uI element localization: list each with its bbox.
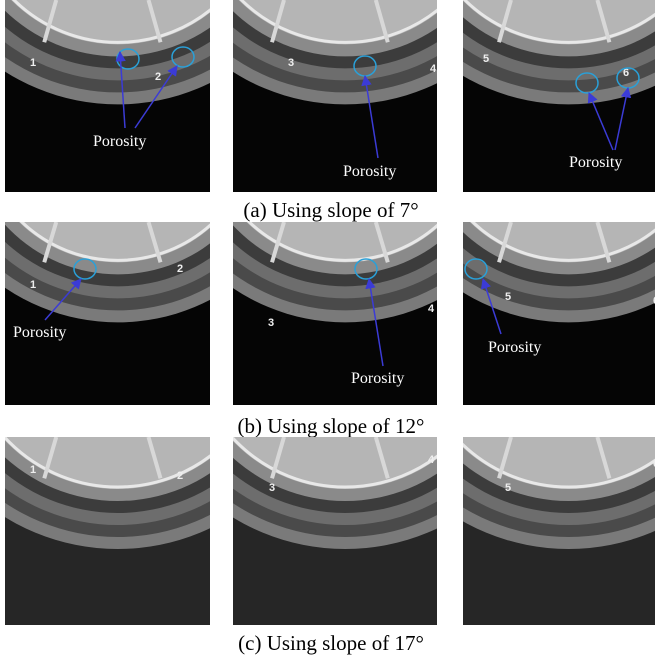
weld-number: 6: [653, 295, 659, 307]
annotation: Porosity: [488, 339, 541, 356]
weld-number: 5: [505, 291, 511, 303]
weld-number: 2: [177, 263, 183, 275]
weld-number: 1: [30, 464, 36, 476]
weld-number: 3: [268, 317, 274, 329]
weld-number: 3: [269, 482, 275, 494]
caption: (c) Using slope of 17°: [238, 631, 424, 655]
caption: (b) Using slope of 12°: [238, 414, 425, 438]
annotation: Porosity: [93, 133, 146, 150]
weld-number: 4: [430, 63, 437, 75]
annotation: Porosity: [343, 163, 396, 180]
weld-number: 4: [428, 454, 435, 466]
weld-number: 5: [483, 53, 489, 65]
figure: (a) Using slope of 7° 1 2 Porosity 3 4 Porosit…: [0, 0, 663, 656]
weld-number: 3: [288, 57, 294, 69]
weld-number: 2: [177, 470, 183, 482]
annotation: Porosity: [351, 370, 404, 387]
weld-number: 4: [428, 303, 435, 315]
annotation: Porosity: [569, 154, 622, 171]
annotation: Porosity: [13, 324, 66, 341]
weld-number: 6: [653, 458, 659, 470]
weld-number: 2: [155, 71, 161, 83]
caption: (a) Using slope of 7°: [243, 198, 418, 222]
weld-number: 1: [30, 279, 36, 291]
weld-number: 5: [505, 482, 511, 494]
weld-number: 1: [30, 57, 36, 69]
